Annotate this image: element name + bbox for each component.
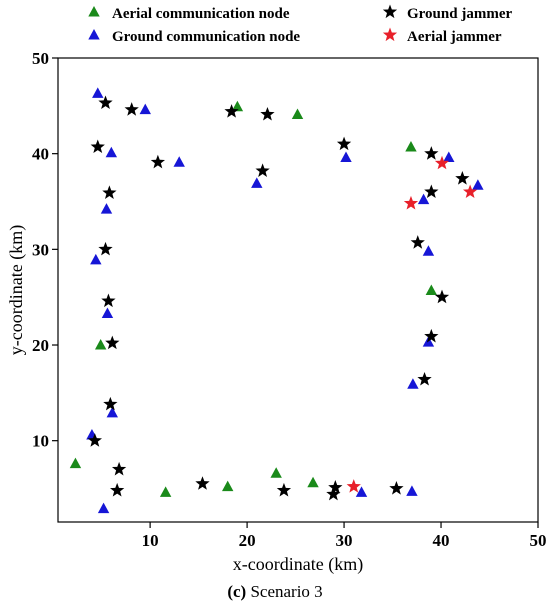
data-points (69, 87, 484, 514)
y-tick-label: 10 (32, 432, 49, 451)
x-axis-title: x-coordinate (km) (233, 554, 363, 575)
figure-caption: (c) Scenario 3 (0, 582, 550, 602)
ground-communication-node-point (139, 103, 151, 115)
legend-marker-aerial-jammer (382, 27, 398, 42)
legend-entry-ground-jammer: Ground jammer (382, 4, 512, 22)
axis-ticks: 10 20 30 40 50 10 20 30 40 50 (32, 49, 547, 550)
aerial-jammer-point (403, 195, 419, 210)
ground-jammer-point (336, 136, 352, 151)
ground-communication-node-point (422, 245, 435, 256)
legend-label-aerial-jammer: Aerial jammer (407, 29, 502, 45)
caption-text: Scenario 3 (250, 582, 323, 601)
aerial-communication-node-point (221, 480, 234, 492)
plot-frame (57, 57, 539, 523)
ground-jammer-point (105, 335, 120, 350)
aerial-communication-node-point (291, 108, 304, 119)
ground-communication-node-point (355, 486, 368, 497)
legend-label-ground-communication-node: Ground communication node (112, 29, 300, 45)
ground-jammer-point (101, 293, 116, 308)
aerial-communication-node-point (270, 467, 282, 478)
ground-jammer-point (102, 185, 117, 199)
ground-communication-node-point (101, 307, 114, 318)
ground-jammer-point (260, 106, 275, 121)
legend-entry-aerial-communication-node: Aerial communication node (88, 6, 290, 22)
aerial-communication-node-point (425, 284, 438, 295)
x-tick-label: 40 (433, 531, 450, 550)
ground-jammer-point (124, 102, 139, 116)
ground-communication-node-point (407, 378, 419, 389)
aerial-communication-node-point (94, 339, 107, 350)
ground-jammer-point (389, 481, 404, 495)
legend-entry-aerial-jammer: Aerial jammer (382, 27, 502, 45)
legend-marker-ground-jammer (382, 4, 398, 19)
ground-communication-node-point (443, 151, 455, 162)
ground-communication-node-point (340, 151, 352, 162)
ground-communication-node-point (106, 406, 119, 418)
ground-jammer-point (90, 139, 105, 154)
ground-jammer-point (224, 104, 239, 118)
ground-jammer-point (326, 486, 341, 501)
ground-communication-node-point (92, 87, 104, 98)
ground-communication-node-point (406, 485, 418, 496)
y-tick-label: 50 (32, 49, 49, 68)
y-tick-label: 40 (32, 145, 49, 164)
ground-jammer-point (98, 241, 113, 256)
x-tick-label: 30 (336, 531, 353, 550)
ground-jammer-point (276, 482, 292, 497)
ground-communication-node-point (251, 177, 263, 188)
aerial-communication-node-point (69, 457, 82, 469)
legend-entry-ground-communication-node: Ground communication node (88, 29, 300, 45)
ground-jammer-point (328, 480, 343, 494)
y-tick-label: 30 (32, 240, 49, 259)
aerial-communication-node-point (405, 140, 417, 152)
ground-jammer-point (417, 371, 432, 386)
legend-label-aerial-communication-node: Aerial communication node (112, 6, 290, 22)
ground-jammer-point (110, 482, 125, 497)
ground-communication-node-point (472, 179, 484, 190)
ground-jammer-point (424, 328, 439, 343)
legend: Aerial communication node Ground communi… (88, 4, 512, 45)
ground-communication-node-point (105, 146, 118, 158)
ground-jammer-point (195, 476, 210, 490)
y-axis-title: y-coordinate (km) (6, 225, 27, 355)
ground-jammer-point (424, 184, 439, 199)
aerial-jammer-point (462, 184, 478, 199)
legend-label-ground-jammer: Ground jammer (407, 6, 512, 22)
ground-jammer-point (255, 163, 270, 177)
ground-communication-node-point (417, 193, 430, 205)
x-tick-label: 50 (530, 531, 547, 550)
ground-jammer-point (98, 95, 113, 110)
aerial-communication-node-point (159, 486, 172, 497)
x-tick-label: 20 (239, 531, 256, 550)
x-tick-label: 10 (142, 531, 159, 550)
legend-marker-ground-communication-node (88, 29, 100, 40)
ground-jammer-point (410, 235, 425, 249)
ground-communication-node-point (90, 253, 102, 265)
ground-communication-node-point (173, 156, 185, 167)
ground-communication-node-point (100, 203, 113, 214)
legend-marker-aerial-communication-node (88, 6, 100, 17)
ground-jammer-point (424, 146, 439, 160)
aerial-communication-node-point (307, 476, 319, 488)
aerial-communication-node-point (231, 100, 244, 112)
caption-label: (c) (227, 582, 247, 601)
ground-jammer-point (103, 396, 118, 411)
y-tick-label: 20 (32, 336, 49, 355)
ground-jammer-point (87, 433, 102, 447)
ground-jammer-point (434, 289, 450, 304)
aerial-jammer-point (434, 155, 450, 170)
ground-jammer-point (150, 154, 166, 169)
ground-communication-node-point (97, 502, 110, 514)
scatter-chart: Aerial communication node Ground communi… (6, 4, 547, 575)
aerial-jammer-point (346, 479, 361, 493)
ground-jammer-point (455, 171, 470, 185)
ground-jammer-point (111, 461, 127, 476)
